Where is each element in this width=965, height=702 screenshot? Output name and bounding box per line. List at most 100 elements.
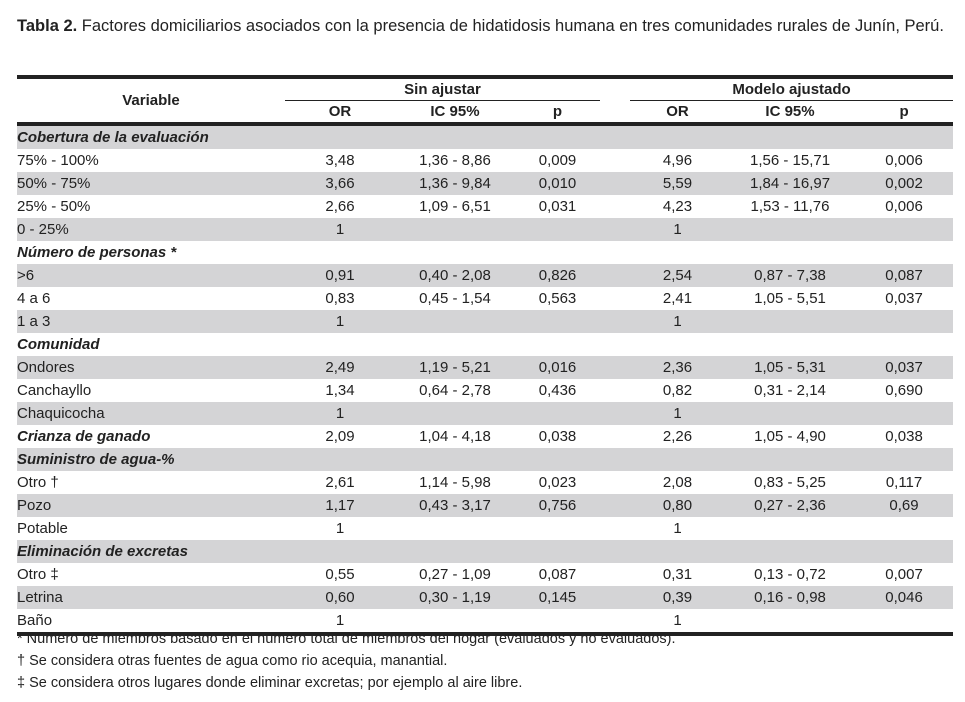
cell-ic-95-adjusted: 0,87 - 7,38 — [725, 264, 856, 287]
row-label: 25% - 50% — [17, 198, 91, 215]
cell-or: 2,66 — [325, 198, 355, 215]
cell-or-adjusted: 4,96 — [662, 152, 693, 169]
cell-ic-95: 0,64 - 2,78 — [419, 382, 491, 399]
cell-p-value-adjusted: 0,002 — [855, 172, 954, 195]
column-gap — [600, 310, 631, 333]
cell-ic-95-adjusted: 0,13 - 0,72 — [754, 566, 826, 583]
row-label: 0 - 25% — [17, 218, 285, 241]
row-label: Otro ‡ — [17, 566, 59, 583]
column-gap — [600, 264, 631, 287]
row-label: Comunidad — [17, 336, 100, 353]
row-label: 75% - 100% — [17, 152, 99, 169]
cell-or-adjusted: 0,82 — [662, 382, 693, 399]
footnotes: * Número de miembros basado en el número… — [17, 628, 676, 694]
cell-p-value — [515, 310, 601, 333]
cell-or-adjusted: 5,59 — [630, 172, 726, 195]
row-label: Canchayllo — [17, 382, 92, 399]
table-row: 4 a 6 0,83 0,45 - 1,54 0,563 2,41 1,05 - 5,51… — [17, 287, 953, 310]
section-row: Número de personas * — [17, 241, 953, 264]
cell-or-adjusted: 1 — [630, 402, 726, 425]
cell-p-value: 0,010 — [515, 172, 601, 195]
cell-ic-95: 0,43 - 3,17 — [395, 494, 515, 517]
table-row: 0 - 25% 1 1 — [17, 218, 954, 241]
column-gap — [600, 540, 631, 563]
section-row: Comunidad — [17, 333, 953, 356]
cell-or — [285, 540, 395, 563]
section-row: Suministro de agua-% — [17, 448, 954, 471]
footnote: † Se considera otras fuentes de agua com… — [17, 653, 448, 669]
cell-or-adjusted: 2,36 — [630, 356, 726, 379]
cell-ic-95: 1,19 - 5,21 — [395, 356, 515, 379]
cell-p-value: 0,038 — [538, 428, 577, 445]
header-or-adj: OR — [630, 101, 726, 126]
cell-or: 1 — [285, 609, 395, 636]
header-or: OR — [285, 101, 395, 126]
header-variable: Variable — [17, 75, 285, 126]
column-gap — [600, 586, 631, 609]
cell-or-adjusted: 2,26 — [662, 428, 693, 445]
column-gap — [600, 471, 630, 494]
cell-ic-95-adjusted: 1,05 - 5,31 — [725, 356, 856, 379]
cell-or: 2,61 — [325, 474, 355, 491]
column-gap — [600, 563, 630, 586]
table-row: Otro † 2,61 1,14 - 5,98 0,023 2,08 0,83 - 5,2… — [17, 471, 953, 494]
cell-p-value-adjusted — [855, 402, 954, 425]
cell-ic-95-adjusted: 0,31 - 2,14 — [754, 382, 826, 399]
row-label: 1 a 3 — [17, 310, 285, 333]
row-label: Pozo — [17, 494, 285, 517]
row-label: Ondores — [17, 356, 285, 379]
cell-p-value-adjusted — [855, 310, 954, 333]
cell-ic-95: 1,09 - 6,51 — [419, 198, 491, 215]
cell-ic-95-adjusted — [725, 517, 855, 540]
cell-p-value-adjusted: 0,006 — [885, 198, 923, 215]
column-gap — [600, 333, 630, 356]
column-gap — [600, 287, 630, 310]
cell-p-value-adjusted: 0,046 — [855, 586, 954, 609]
cell-p-value: 0,145 — [515, 586, 601, 609]
table-row: Canchayllo 1,34 0,64 - 2,78 0,436 0,82 0,31 -… — [17, 379, 953, 402]
cell-ic-95 — [395, 124, 515, 149]
cell-p-value-adjusted: 0,69 — [855, 494, 954, 517]
cell-or: 0,91 — [285, 264, 395, 287]
cell-ic-95 — [395, 517, 515, 540]
cell-or-adjusted: 1 — [630, 609, 726, 636]
column-gap — [600, 124, 631, 149]
table-row: Potable 1 1 — [17, 517, 953, 540]
column-gap — [600, 609, 631, 636]
cell-ic-95-adjusted: 1,56 - 15,71 — [749, 152, 831, 169]
cell-p-value — [515, 241, 600, 264]
cell-p-value-adjusted — [855, 609, 954, 636]
cell-p-value: 0,436 — [538, 382, 577, 399]
column-gap — [600, 172, 631, 195]
table-row: Otro ‡ 0,55 0,27 - 1,09 0,087 0,31 0,13 - 0,7… — [17, 563, 953, 586]
cell-ic-95 — [395, 333, 515, 356]
cell-p-value-adjusted: 0,006 — [885, 152, 923, 169]
column-gap — [600, 195, 630, 218]
cell-ic-95-adjusted: 0,16 - 0,98 — [725, 586, 856, 609]
cell-p-value-adjusted — [855, 517, 953, 540]
cell-p-value — [515, 218, 601, 241]
cell-p-value: 0,826 — [515, 264, 601, 287]
header-ic: IC 95% — [395, 101, 515, 126]
cell-or-adjusted — [630, 333, 725, 356]
cell-p-value: 0,016 — [515, 356, 601, 379]
cell-ic-95-adjusted: 1,84 - 16,97 — [725, 172, 856, 195]
cell-or: 0,55 — [325, 566, 355, 583]
section-row: Cobertura de la evaluación — [17, 124, 954, 149]
row-label: Otro † — [17, 474, 59, 491]
cell-p-value-adjusted: 0,038 — [885, 428, 923, 445]
table-row: >6 0,91 0,40 - 2,08 0,826 2,54 0,87 - 7,38 0,0… — [17, 264, 954, 287]
column-gap — [600, 241, 630, 264]
header-p: p — [515, 101, 601, 126]
cell-or: 2,09 — [325, 428, 355, 445]
cell-ic-95-adjusted — [725, 609, 856, 636]
cell-ic-95-adjusted: 1,05 - 5,51 — [754, 290, 826, 307]
caption-label: Tabla 2. — [17, 17, 78, 35]
table-row: 50% - 75% 3,66 1,36 - 9,84 0,010 5,59 1,84 - … — [17, 172, 954, 195]
row-label: Potable — [17, 520, 68, 537]
cell-p-value-adjusted — [855, 241, 953, 264]
cell-ic-95-adjusted — [725, 540, 856, 563]
cell-p-value-adjusted — [855, 540, 954, 563]
cell-or-adjusted: 2,41 — [662, 290, 693, 307]
cell-ic-95 — [395, 448, 515, 471]
